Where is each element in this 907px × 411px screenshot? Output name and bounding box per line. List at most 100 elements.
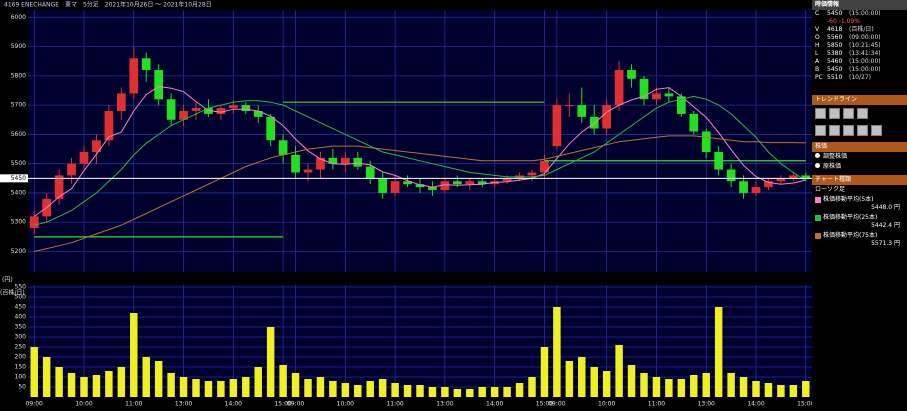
volume-bar <box>316 377 325 397</box>
x-tick-label: 14:00 <box>747 401 764 408</box>
volume-bar <box>279 365 287 397</box>
candle-body <box>104 110 114 141</box>
volume-bar <box>142 357 150 397</box>
volume-bar <box>702 373 710 397</box>
x-tick-label: 14:00 <box>225 401 242 408</box>
candle-body <box>664 93 674 97</box>
toolbar <box>812 122 907 139</box>
candle-body <box>452 181 462 185</box>
candle-body <box>465 181 475 185</box>
candle-body <box>639 78 649 100</box>
volume-bar <box>242 377 250 397</box>
volume-bar <box>665 379 673 397</box>
candle-body <box>191 108 201 111</box>
candle-body <box>801 175 811 179</box>
info-label: O <box>815 34 820 41</box>
volume-bar <box>266 327 275 397</box>
x-tick-label: 11:00 <box>125 401 142 408</box>
price-unit: (円) <box>2 277 13 284</box>
info-value: 5850 <box>827 42 843 49</box>
x-tick-label: 13:00 <box>436 401 453 408</box>
info-row: B 5450 (15:00:00) <box>812 66 907 74</box>
candle-body <box>527 172 537 176</box>
panel-title: 時価情報 <box>812 0 907 10</box>
info-label: B <box>815 66 820 73</box>
volume-bar <box>615 345 623 397</box>
radio-option[interactable]: 原株価 <box>812 162 907 172</box>
tool-button[interactable] <box>829 125 840 136</box>
y-tick-label: 5900 <box>11 43 26 50</box>
volume-bar <box>341 383 350 397</box>
volume-tick-label: 250 <box>15 344 27 351</box>
last-price-label: 5450 <box>11 175 26 182</box>
moving-average-line <box>34 135 806 252</box>
x-tick-label: 11:00 <box>648 401 665 408</box>
info-note: (15:00:00) <box>849 10 881 17</box>
volume-tick-label: 150 <box>15 364 27 371</box>
x-tick-label: 10:00 <box>75 401 92 408</box>
volume-tick-label: 100 <box>15 374 27 381</box>
legend-name: 株価移動平均(25本) <box>823 214 878 221</box>
candle-body <box>179 110 188 120</box>
info-note: (百株/日) <box>849 26 874 33</box>
volume-bar <box>179 377 188 397</box>
legend-value: 5442.4 円 <box>871 222 900 229</box>
y-tick-label: 5500 <box>11 160 26 167</box>
volume-bar <box>789 385 798 397</box>
candle-body <box>216 108 226 114</box>
info-change: -60 -1.09% <box>827 18 860 25</box>
candle-body <box>129 58 139 94</box>
candle-body <box>602 105 612 129</box>
candle-body <box>92 140 101 152</box>
volume-bar <box>627 365 636 397</box>
x-tick-label: 09:00 <box>287 401 304 408</box>
candle-body <box>67 163 76 176</box>
tool-button[interactable] <box>857 125 868 136</box>
volume-bar <box>304 379 312 397</box>
volume-bar <box>366 381 374 397</box>
candle-body <box>278 140 288 155</box>
candle-body <box>676 96 686 114</box>
info-label: C <box>815 10 820 17</box>
info-value: 5450 <box>827 10 843 17</box>
candle-body <box>228 105 238 109</box>
info-note: (09:00:00) <box>849 34 881 41</box>
legend-swatch <box>815 196 821 203</box>
info-row: A 5460 (15:00:00) <box>812 58 907 66</box>
volume-bar <box>578 357 586 397</box>
tool-button[interactable] <box>857 108 868 119</box>
info-label: PC <box>815 74 823 81</box>
volume-bar <box>416 385 424 397</box>
moving-average-line <box>33 85 806 217</box>
info-label: A <box>815 58 820 65</box>
candle-body <box>29 216 39 229</box>
tool-button[interactable] <box>843 108 854 119</box>
x-tick-label: 13:00 <box>175 401 192 408</box>
moving-average-line <box>34 95 807 226</box>
tool-button[interactable] <box>843 125 854 136</box>
candle-body <box>428 187 437 191</box>
tool-button[interactable] <box>815 108 826 119</box>
legend: 株価移動平均(5本) 5448.0 円株価移動平均(25本) 5442.4 円株価移… <box>812 195 907 249</box>
x-tick-label: 10:00 <box>598 401 615 408</box>
panel-header: チャート種類 <box>812 175 907 185</box>
volume-bar <box>553 307 561 397</box>
radio-option[interactable]: 調整株価 <box>812 152 907 162</box>
volume-bar <box>752 381 760 397</box>
legend-item: 株価移動平均(75本) 5571.3 円 <box>812 231 907 249</box>
candle-body <box>141 58 151 71</box>
panel-header[interactable]: トレンドライン <box>812 95 907 105</box>
volume-bar <box>117 367 126 397</box>
legend-value: 5571.3 円 <box>871 240 900 247</box>
volume-bar <box>192 379 200 397</box>
candle-body <box>540 160 549 173</box>
volume-tick-label: 450 <box>15 304 27 311</box>
tool-button[interactable] <box>815 125 826 136</box>
volume-bar <box>503 387 511 397</box>
tool-button[interactable] <box>871 125 882 136</box>
legend-name: 株価移動平均(75本) <box>823 232 878 239</box>
side-panel: 時価情報 C 5450 (15:00:00) -60 -1.09% V 4618 (百株/日… <box>812 0 907 411</box>
candle-body <box>751 187 761 193</box>
tool-button[interactable] <box>829 108 840 119</box>
candle-body <box>79 151 89 164</box>
